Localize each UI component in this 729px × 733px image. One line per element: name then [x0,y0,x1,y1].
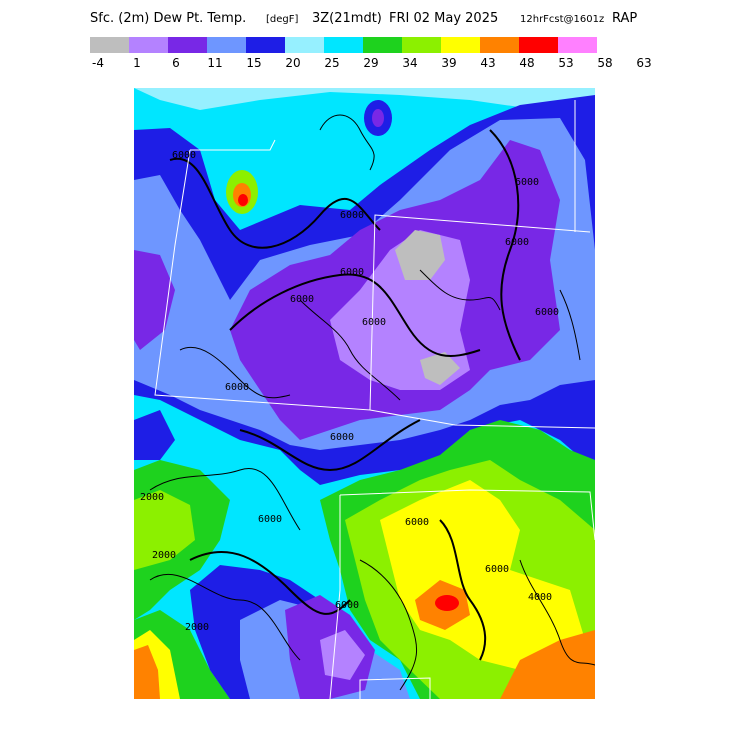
colorbar-label: 29 [363,56,378,70]
contour-label: 6000 [505,237,529,248]
state-borders [154,100,595,699]
colorbar-label: 63 [636,56,651,70]
state-border [329,495,341,699]
contour [169,157,381,249]
state-border [154,149,591,411]
contour-label: 2000 [185,622,209,633]
contour [489,129,521,361]
field-region [238,194,248,206]
colorbar-label: 43 [480,56,495,70]
colorbar-label: 1 [133,56,141,70]
contour [189,551,351,615]
units: [degF] [266,14,299,25]
colorbar-swatch [207,37,246,53]
state-border [369,409,595,429]
colorbar-swatch [129,37,168,53]
contour-label: 6000 [485,564,509,575]
contour [519,559,595,666]
colorbar-swatch [90,37,129,53]
field-region [134,88,595,140]
contour-label: 2000 [152,550,176,561]
contour [239,419,421,472]
contour [359,559,418,691]
header: Sfc. (2m) Dew Pt. Temp. [degF] 3Z(21mdt)… [90,11,637,26]
forecast: 12hrFcst@1601z [520,14,604,25]
colorbar-label: 53 [558,56,573,70]
contour-labels: 6000 6000 6000 6000 6000 6000 6000 6000 … [140,150,559,633]
field-region [435,595,459,611]
field-region [395,230,445,280]
contour-label: 6000 [405,517,429,528]
contours [149,114,595,691]
contour-label: 6000 [258,514,282,525]
contour-label: 6000 [335,600,359,611]
colorbar-label: 34 [402,56,417,70]
colorbar-label: 48 [519,56,534,70]
colorbar-swatch [441,37,480,53]
colorbar-label: 15 [246,56,261,70]
contour-label: 2000 [140,492,164,503]
colorbar: -4 1 6 11 15 20 25 29 34 39 43 48 53 58 63 [90,37,652,70]
state-border [190,139,276,151]
contour [149,573,301,661]
colorbar-swatch [402,37,441,53]
contour-label: 6000 [330,432,354,443]
colorbar-label: -4 [92,56,104,70]
valid-time: 3Z(21mdt) [312,11,382,26]
colorbar-swatch [285,37,324,53]
contour [319,114,375,171]
map: 6000 6000 6000 6000 6000 6000 6000 6000 … [134,88,595,699]
colorbar-label: 25 [324,56,339,70]
contour-label: 6000 [172,150,196,161]
colorbar-swatch [246,37,285,53]
contour-label: 4000 [528,592,552,603]
state-border [339,489,595,541]
title: Sfc. (2m) Dew Pt. Temp. [90,11,246,26]
contour-label: 6000 [225,382,249,393]
contour [559,289,581,361]
contour [439,519,487,661]
contour-label: 6000 [515,177,539,188]
contour [229,273,481,357]
colorbar-swatch [558,37,597,53]
contour-label: 6000 [340,210,364,221]
date: FRI 02 May 2025 [389,11,498,26]
field-region [500,630,595,699]
colorbar-label: 6 [172,56,180,70]
contour-label: 6000 [340,267,364,278]
field-region [372,109,384,127]
field-region [134,410,175,460]
contour-label: 6000 [290,294,314,305]
contour [179,346,291,399]
field-region [134,490,195,570]
field-region [320,630,365,680]
model: RAP [612,11,637,26]
field: 6000 6000 6000 6000 6000 6000 6000 6000 … [134,88,595,699]
colorbar-label: 20 [285,56,300,70]
field-region [134,645,160,699]
colorbar-swatch [519,37,558,53]
colorbar-label: 58 [597,56,612,70]
state-border [359,677,431,699]
colorbar-swatch [363,37,402,53]
colorbar-swatch [324,37,363,53]
contour [299,299,401,401]
colorbar-swatch [168,37,207,53]
contour [149,467,301,531]
field-region [420,352,460,385]
contour-label: 6000 [535,307,559,318]
colorbar-label: 11 [207,56,222,70]
contour-label: 6000 [362,317,386,328]
colorbar-label: 39 [441,56,456,70]
contour [419,269,501,311]
colorbar-swatch [480,37,519,53]
